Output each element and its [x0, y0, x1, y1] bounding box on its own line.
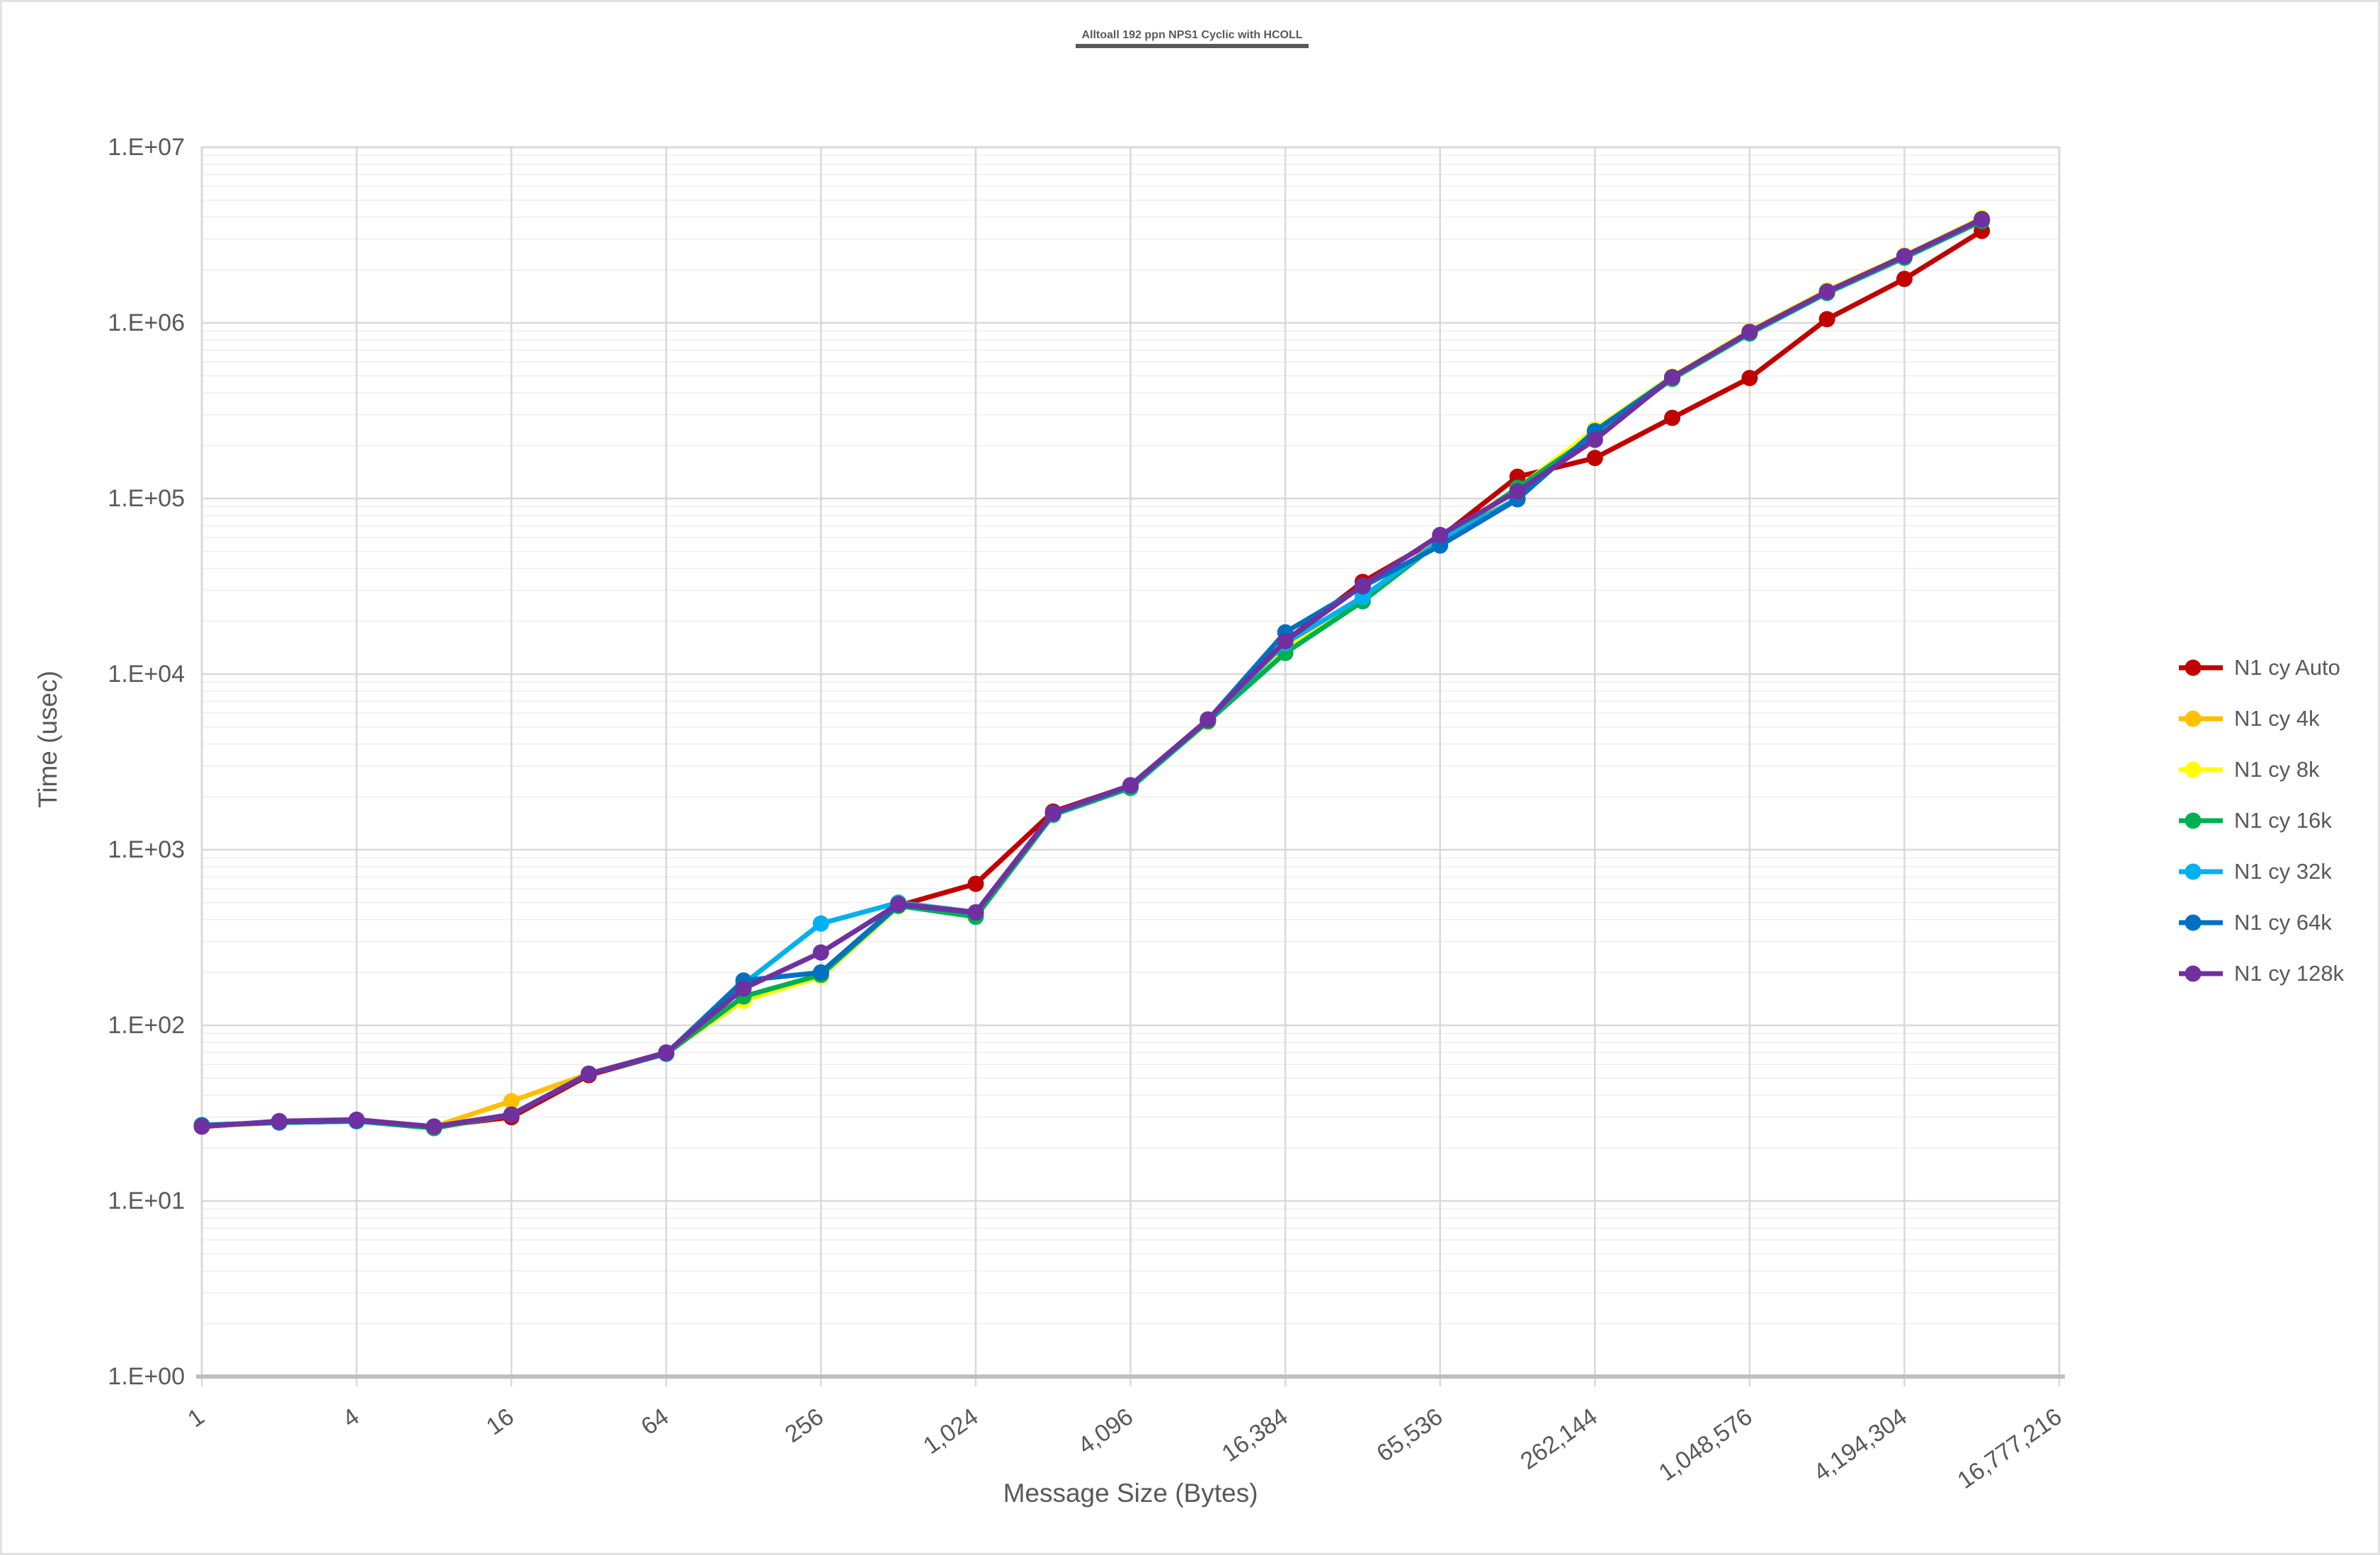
data-point [1122, 777, 1139, 794]
x-tick-label: 4,096 [1074, 1403, 1139, 1459]
data-point [271, 1112, 287, 1129]
y-tick-labels: 1.E+00 1.E+01 1.E+02 1.E+03 1.E+04 1.E+05 1.E+… [108, 134, 185, 1390]
data-point [1044, 804, 1061, 821]
data-point [1354, 577, 1371, 594]
legend-item-n1-cy-auto: N1 cy Auto [2177, 654, 2340, 682]
data-point [193, 1118, 210, 1135]
data-point [658, 1044, 675, 1061]
y-tick-label: 1.E+04 [108, 661, 185, 688]
series-n1-cy-128k [193, 210, 1991, 1135]
data-point [1586, 431, 1603, 448]
data-point [1277, 633, 1294, 649]
data-point [581, 1065, 597, 1082]
gridlines [200, 146, 2061, 1386]
data-point [1200, 711, 1217, 728]
data-point [1741, 324, 1758, 341]
data-point [967, 904, 984, 921]
series-lines [193, 210, 1991, 1137]
x-tick-label: 1 [183, 1403, 209, 1432]
data-point [426, 1118, 443, 1135]
data-point [1509, 483, 1526, 500]
legend-label: N1 cy 128k [2234, 961, 2345, 986]
x-tick-label: 16,384 [1217, 1403, 1293, 1467]
y-tick-label: 1.E+03 [108, 836, 185, 863]
legend-marker [2179, 863, 2223, 880]
chart-title: Alltoall 192 ppn NPS1 Cyclic with HCOLL [2, 29, 2378, 48]
data-point [1741, 370, 1758, 387]
data-point [735, 980, 752, 997]
data-point [1818, 311, 1835, 328]
y-tick-label: 1.E+00 [108, 1363, 185, 1390]
x-tick-label: 256 [780, 1403, 829, 1448]
x-tick-label: 4,194,304 [1809, 1403, 1912, 1486]
x-tick-label: 1,024 [918, 1403, 984, 1459]
y-tick-label: 1.E+07 [108, 134, 185, 161]
x-tick-label: 65,536 [1372, 1403, 1447, 1467]
data-point [1432, 527, 1449, 543]
x-tick-label: 4 [338, 1403, 364, 1432]
legend-item-n1-cy-128k: N1 cy 128k [2177, 959, 2344, 988]
data-point [967, 875, 984, 892]
data-point [890, 896, 907, 913]
x-tick-label: 262,144 [1515, 1403, 1602, 1475]
legend-label: N1 cy 64k [2234, 910, 2332, 935]
data-point [812, 964, 829, 981]
data-point [503, 1093, 520, 1110]
data-point [1586, 450, 1603, 467]
legend-marker [2179, 965, 2223, 982]
legend-item-n1-cy-16k: N1 cy 16k [2177, 807, 2332, 835]
legend-marker [2179, 710, 2223, 727]
data-point [812, 944, 829, 961]
x-tick-label: 16 [482, 1403, 519, 1440]
data-point [348, 1111, 365, 1128]
y-tick-label: 1.E+02 [108, 1012, 185, 1039]
data-point [1896, 248, 1913, 265]
legend-marker [2179, 761, 2223, 778]
y-tick-label: 1.E+06 [108, 309, 185, 336]
legend-marker [2179, 812, 2223, 829]
chart-title-text: Alltoall 192 ppn NPS1 Cyclic with HCOLL [1076, 29, 1309, 48]
y-tick-label: 1.E+05 [108, 485, 185, 512]
y-tick-label: 1.E+01 [108, 1187, 185, 1214]
x-axis-title: Message Size (Bytes) [1003, 1479, 1258, 1508]
legend-marker [2179, 659, 2223, 676]
legend-item-n1-cy-8k: N1 cy 8k [2177, 756, 2320, 784]
x-tick-label: 1,048,576 [1654, 1403, 1758, 1486]
x-tick-label: 64 [637, 1403, 674, 1440]
data-point [1664, 409, 1680, 426]
legend-marker [2179, 914, 2223, 931]
legend-label: N1 cy 32k [2234, 859, 2332, 884]
legend-item-n1-cy-4k: N1 cy 4k [2177, 705, 2320, 733]
data-point [503, 1106, 520, 1123]
series-n1-cy-auto [193, 222, 1991, 1135]
legend-label: N1 cy 16k [2234, 808, 2332, 833]
legend-label: N1 cy 4k [2234, 706, 2320, 731]
data-point [1664, 369, 1680, 386]
legend-item-n1-cy-64k: N1 cy 64k [2177, 908, 2332, 937]
data-point [1896, 270, 1913, 287]
y-axis-title: Time (usec) [33, 671, 62, 808]
data-point [812, 915, 829, 932]
legend-label: N1 cy Auto [2234, 655, 2340, 680]
data-point [1974, 210, 1991, 227]
legend-label: N1 cy 8k [2234, 757, 2320, 782]
legend-item-n1-cy-32k: N1 cy 32k [2177, 858, 2332, 886]
data-point [1818, 283, 1835, 300]
